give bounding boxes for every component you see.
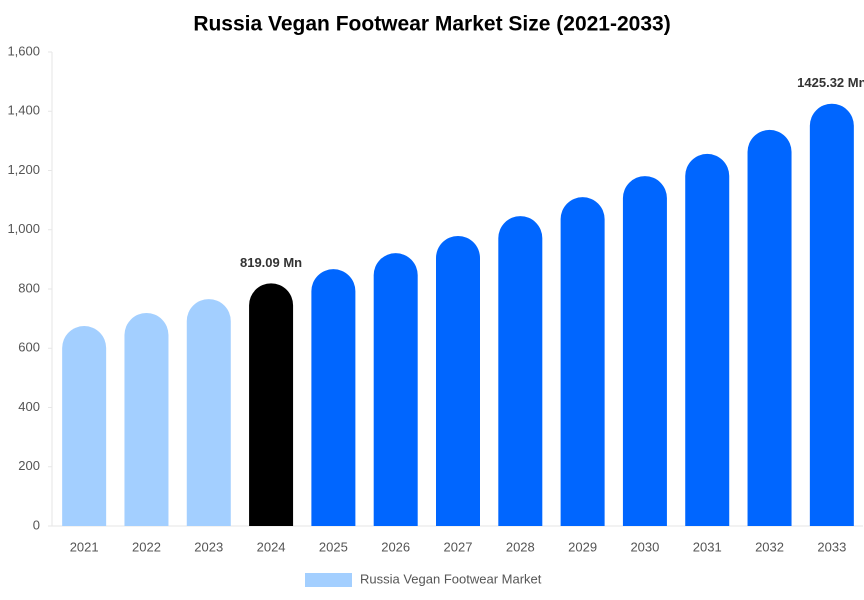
y-tick-label: 600	[18, 340, 40, 355]
y-tick-label: 400	[18, 399, 40, 414]
y-tick-label: 200	[18, 458, 40, 473]
y-tick-label: 1,200	[7, 162, 40, 177]
y-tick-label: 1,400	[7, 103, 40, 118]
x-tick-label: 2023	[194, 539, 223, 554]
x-tick-label: 2028	[506, 539, 535, 554]
x-tick-label: 2027	[444, 539, 473, 554]
y-tick-label: 0	[33, 517, 40, 532]
bar	[809, 103, 854, 526]
y-tick-label: 1,600	[7, 43, 40, 58]
bar	[436, 235, 480, 527]
x-tick-label: 2021	[70, 539, 99, 554]
legend-swatch	[305, 573, 352, 587]
bar	[373, 253, 418, 526]
bar	[124, 313, 169, 526]
bar	[685, 153, 730, 526]
data-label: 819.09 Mn	[240, 255, 302, 270]
bar	[186, 299, 231, 526]
data-label: 1425.32 Mn	[797, 75, 864, 90]
y-tick-label: 1,000	[7, 221, 40, 236]
bar	[311, 269, 356, 526]
chart-title: Russia Vegan Footwear Market Size (2021-…	[193, 13, 670, 36]
bar	[62, 326, 107, 526]
bar	[560, 197, 605, 526]
x-tick-label: 2033	[817, 539, 846, 554]
bar	[249, 283, 294, 526]
x-tick-label: 2026	[381, 539, 410, 554]
x-tick-label: 2022	[132, 539, 161, 554]
x-tick-label: 2030	[630, 539, 659, 554]
bar	[747, 129, 792, 526]
x-tick-label: 2029	[568, 539, 597, 554]
x-tick-label: 2032	[755, 539, 784, 554]
x-tick-label: 2024	[257, 539, 286, 554]
x-tick-label: 2031	[693, 539, 722, 554]
x-tick-label: 2025	[319, 539, 348, 554]
y-tick-label: 800	[18, 280, 40, 295]
bar	[622, 176, 667, 526]
legend-label: Russia Vegan Footwear Market	[360, 571, 542, 586]
bar	[498, 216, 543, 527]
